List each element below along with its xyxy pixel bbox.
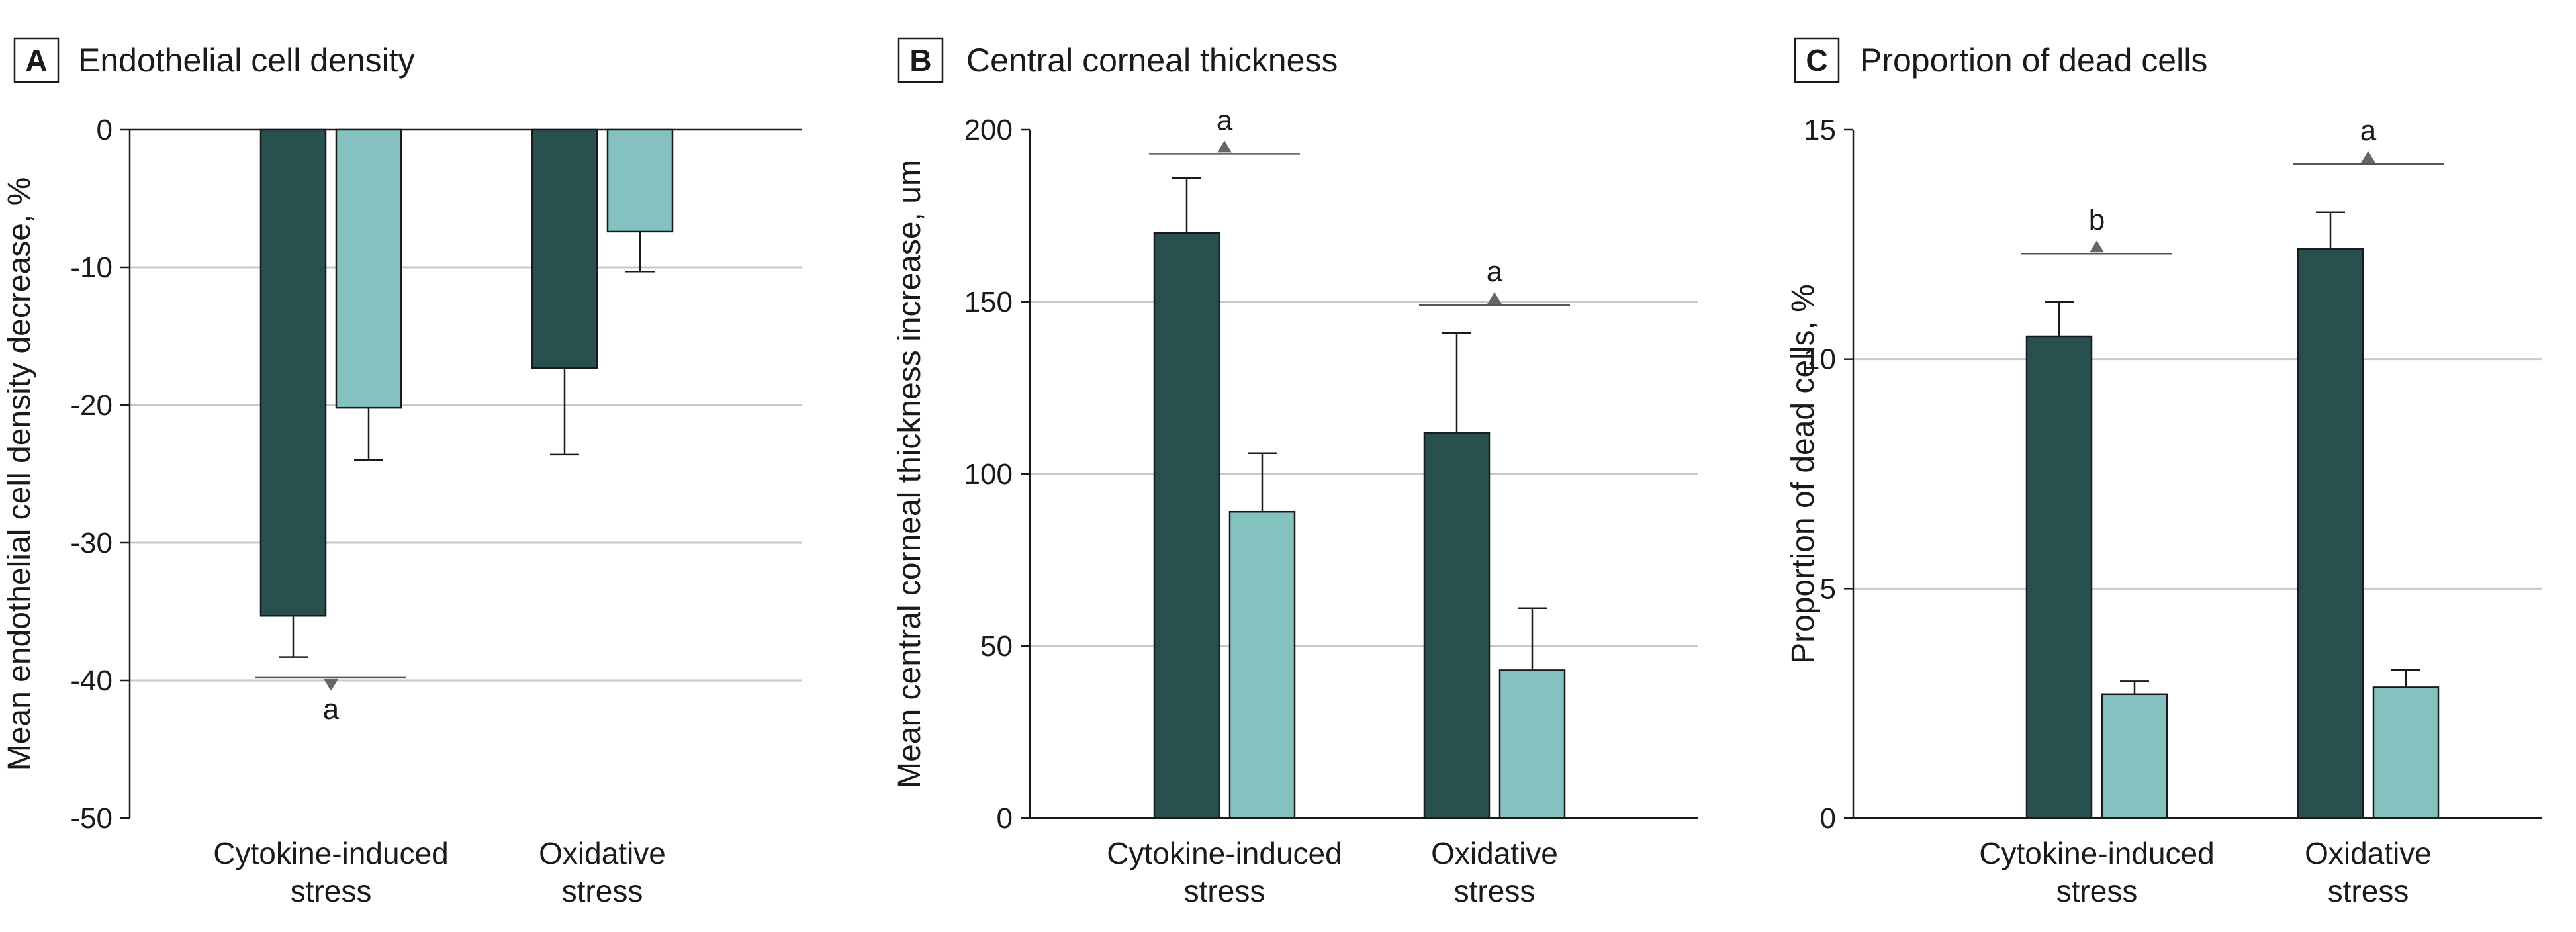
category-label: Cytokine-induced <box>213 836 448 870</box>
panel-letter: B <box>909 43 931 77</box>
significance-marker <box>2361 151 2375 163</box>
significance-marker <box>1217 140 1232 153</box>
y-tick-label: 0 <box>997 802 1013 835</box>
panel-b: B Central corneal thickness 0 50 100 150 200 Me… <box>892 37 1698 908</box>
y-tick-label: 200 <box>964 114 1013 146</box>
y-tick-label: -10 <box>70 252 113 284</box>
bar-control-0 <box>335 128 402 409</box>
y-tick-label: 0 <box>1820 802 1836 835</box>
panel-letter-box <box>1794 37 1840 83</box>
category-label: stress <box>562 874 643 908</box>
y-tick-label: 150 <box>964 286 1013 318</box>
bar-control-1 <box>2372 686 2440 819</box>
panel-title: Central corneal thickness <box>966 42 1338 79</box>
panel-letter: C <box>1806 43 1827 77</box>
category-label: Cytokine-induced <box>1107 836 1342 870</box>
bar-control-0 <box>1228 510 1296 819</box>
panel-letter-box <box>897 37 944 83</box>
y-tick-label: -20 <box>70 389 113 422</box>
y-tick-label: 0 <box>97 114 113 146</box>
y-tick-label: -30 <box>70 527 113 559</box>
bar-treated-1 <box>531 128 598 369</box>
significance-letter: a <box>1487 256 1503 288</box>
category-label: Oxidative <box>539 836 666 870</box>
category-label: stress <box>291 874 372 908</box>
y-axis-label: Mean central corneal thickness increase,… <box>892 160 927 788</box>
significance-letter: a <box>1217 104 1233 136</box>
bar-treated-1 <box>1423 432 1491 819</box>
y-tick-label: -40 <box>70 665 113 697</box>
y-tick-label: 15 <box>1804 114 1836 146</box>
significance-marker <box>2090 240 2104 253</box>
category-label: stress <box>1454 874 1536 908</box>
category-label: stress <box>2056 874 2138 908</box>
bar-control-1 <box>606 128 674 233</box>
y-axis-label: Mean endothelial cell density decrease, … <box>2 177 37 771</box>
bar-control-0 <box>2101 693 2168 819</box>
bar-treated-0 <box>1153 232 1220 819</box>
significance-letter: b <box>2089 204 2105 236</box>
panel-letter: A <box>25 43 47 77</box>
panel-title: Proportion of dead cells <box>1860 42 2207 79</box>
bar-treated-0 <box>2025 335 2093 819</box>
bar-control-1 <box>1498 669 1566 819</box>
significance-marker <box>324 678 338 691</box>
y-tick-label: 5 <box>1820 573 1836 605</box>
category-label: stress <box>1184 874 1265 908</box>
bar-treated-1 <box>2297 248 2364 819</box>
significance-letter: a <box>2360 115 2377 147</box>
category-label: Oxidative <box>2305 836 2432 870</box>
category-label: stress <box>2328 874 2409 908</box>
y-tick-label: 50 <box>980 630 1013 663</box>
y-axis-label: Proportion of dead cells, % <box>1786 284 1821 664</box>
bar-treated-0 <box>259 128 327 617</box>
category-label: Cytokine-induced <box>1979 836 2214 870</box>
panel-c: C Proportion of dead cells 0 5 10 15 Proportio… <box>1786 37 2542 908</box>
panel-letter-box <box>13 37 60 83</box>
panel-a: A Endothelial cell density 0 -10 -20 -30 -40 -5… <box>2 37 802 908</box>
significance-marker <box>1487 292 1502 304</box>
y-tick-label: 10 <box>1804 344 1836 376</box>
panel-title: Endothelial cell density <box>78 42 415 79</box>
y-tick-label: 100 <box>964 458 1013 490</box>
y-tick-label: -50 <box>70 802 113 835</box>
significance-letter: a <box>323 693 340 725</box>
category-label: Oxidative <box>1431 836 1558 870</box>
